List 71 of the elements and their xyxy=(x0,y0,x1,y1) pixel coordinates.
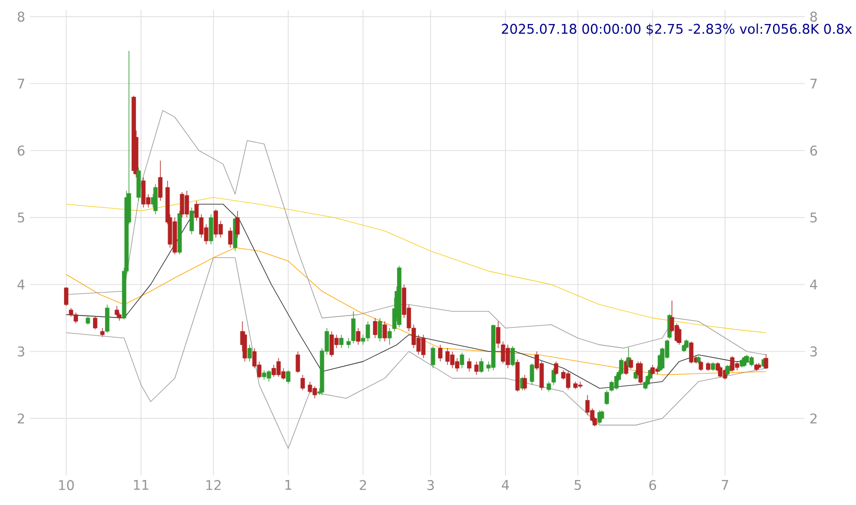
candlestick xyxy=(228,227,232,248)
x-tick-label: 7 xyxy=(722,480,728,490)
candlestick xyxy=(698,360,704,372)
x-tick-label: 6 xyxy=(649,480,656,490)
candlestick xyxy=(510,346,515,366)
candlestick xyxy=(158,160,162,201)
candlestick xyxy=(479,358,484,374)
candlestick xyxy=(153,184,158,214)
y-tick-label: 2 xyxy=(18,413,24,424)
candlestick xyxy=(356,328,360,345)
y-tick-label: 7 xyxy=(18,78,24,88)
candlestick xyxy=(372,317,378,338)
candlestick xyxy=(296,350,300,374)
candlestick xyxy=(496,320,500,348)
y-tick-label: 3 xyxy=(18,346,24,356)
y2-tick-label: 6 xyxy=(810,145,818,156)
candlestick xyxy=(339,334,344,348)
line-series xyxy=(66,247,766,376)
candlestick xyxy=(684,338,689,349)
candlestick xyxy=(378,317,382,342)
candlestick xyxy=(467,358,472,372)
x-tick-label: 4 xyxy=(502,480,509,490)
candlestick xyxy=(64,286,68,306)
candlestick xyxy=(677,326,682,345)
candlestick xyxy=(689,340,694,364)
y-tick-label: 6 xyxy=(18,145,24,156)
candlestick xyxy=(382,320,387,342)
candlestick xyxy=(247,344,252,362)
x-tick-label: 1 xyxy=(285,480,292,490)
candlestick xyxy=(600,410,604,420)
y2-tick-label: 3 xyxy=(810,346,817,356)
candlestick xyxy=(430,346,436,368)
x-tick-label: 5 xyxy=(574,480,581,490)
x-tick-label: 10 xyxy=(59,480,74,490)
candlestick xyxy=(438,344,442,362)
candlestick xyxy=(346,338,351,348)
y2-tick-label: 5 xyxy=(810,212,817,222)
candlestick xyxy=(114,305,120,317)
candlestick xyxy=(208,214,214,245)
y-tick-label: 5 xyxy=(18,212,24,222)
candlestick xyxy=(235,210,240,238)
candlestick xyxy=(300,374,305,390)
text: 2025.07.18 00:00:00 $2.75 -2.83% vol:7056.8K 0.8x xyxy=(502,23,852,36)
candlestick xyxy=(554,361,558,376)
line-series xyxy=(66,196,766,333)
candlestick xyxy=(474,361,479,376)
candlestick xyxy=(638,361,643,384)
candlestick xyxy=(552,368,556,386)
candlestick xyxy=(351,310,356,344)
y-tick-label: 4 xyxy=(17,279,25,290)
y2-tick-label: 7 xyxy=(810,78,817,88)
candlestick xyxy=(105,304,110,333)
x-tick-label: 11 xyxy=(134,480,148,490)
candlestick xyxy=(286,370,290,384)
candlestick xyxy=(764,354,768,370)
x-tick-label: 2 xyxy=(360,480,366,490)
candlestick xyxy=(387,328,392,345)
candlestick xyxy=(460,352,464,368)
line-series xyxy=(66,110,766,355)
candlestick xyxy=(604,390,609,406)
x-tick-label: 12 xyxy=(206,480,221,490)
y2-tick-label: 4 xyxy=(810,279,818,290)
candlestick xyxy=(530,363,534,386)
candlestick xyxy=(93,316,98,330)
x-tick-label: 3 xyxy=(427,480,434,490)
candlestick xyxy=(522,374,527,390)
y2-tick-label: 8 xyxy=(810,11,817,22)
y-tick-label: 8 xyxy=(18,11,24,22)
candlestick xyxy=(190,207,194,234)
y2-tick-label: 2 xyxy=(810,413,817,424)
candlestick xyxy=(546,381,551,392)
